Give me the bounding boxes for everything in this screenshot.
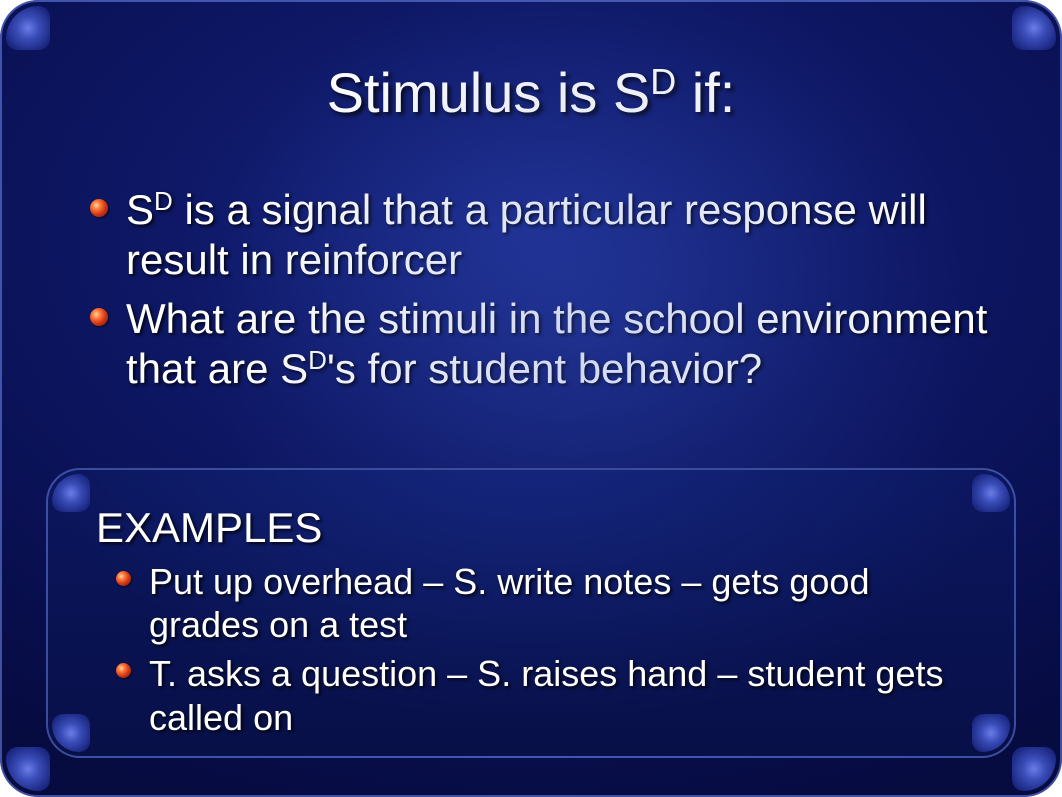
slide: Stimulus is SD if: SD is a signal that a… (0, 0, 1062, 797)
bullet-icon (90, 308, 108, 326)
bullet-text: SD is a signal that a particular respons… (126, 185, 992, 284)
corner-ornament (1012, 6, 1056, 50)
bullet-item: What are the stimuli in the school envir… (90, 294, 992, 393)
bullet-superscript: D (308, 345, 327, 375)
bullet-pre: S (126, 186, 154, 233)
title-superscript: D (650, 61, 676, 102)
bullet-icon (90, 199, 108, 217)
example-item: Put up overhead – S. write notes – gets … (96, 560, 966, 646)
slide-title: Stimulus is SD if: (70, 60, 992, 125)
bullet-text: What are the stimuli in the school envir… (126, 294, 992, 393)
corner-ornament (6, 6, 50, 50)
bullet-icon (116, 663, 131, 678)
bullet-post: is a signal that a particular response w… (126, 186, 927, 283)
corner-ornament (6, 747, 50, 791)
corner-ornament (52, 714, 90, 752)
corner-ornament (972, 474, 1010, 512)
title-post: if: (676, 61, 735, 124)
corner-ornament (52, 474, 90, 512)
examples-heading: EXAMPLES (96, 504, 966, 552)
example-text: T. asks a question – S. raises hand – st… (149, 652, 966, 738)
bullet-item: SD is a signal that a particular respons… (90, 185, 992, 284)
corner-ornament (972, 714, 1010, 752)
example-item: T. asks a question – S. raises hand – st… (96, 652, 966, 738)
examples-panel: EXAMPLES Put up overhead – S. write note… (46, 468, 1016, 758)
slide-body: SD is a signal that a particular respons… (70, 185, 992, 393)
corner-ornament (1012, 747, 1056, 791)
title-pre: Stimulus is S (327, 61, 651, 124)
bullet-superscript: D (154, 186, 173, 216)
bullet-post: 's for student behavior? (327, 345, 762, 392)
bullet-icon (116, 571, 131, 586)
example-text: Put up overhead – S. write notes – gets … (149, 560, 966, 646)
